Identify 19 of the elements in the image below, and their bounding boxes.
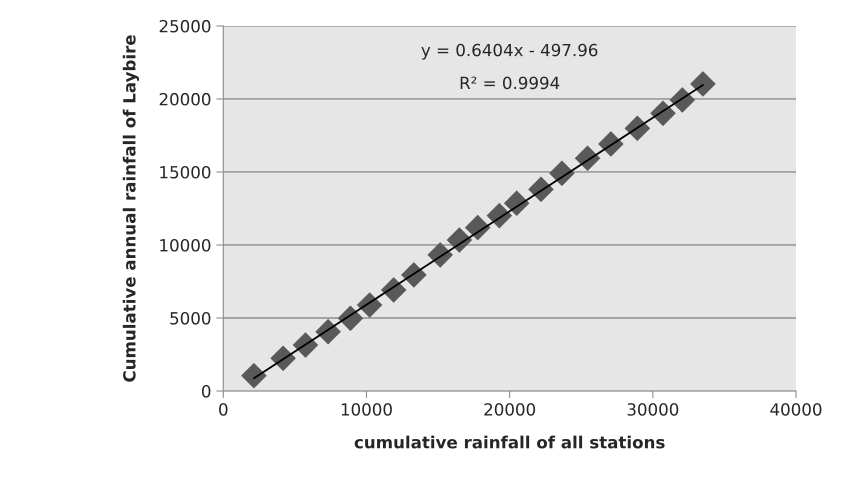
- point: [241, 362, 267, 388]
- y-tick-label: 20000: [160, 92, 210, 106]
- x-axis-title: cumulative rainfall of all stations: [354, 436, 665, 449]
- y-tick-label: 5000: [170, 312, 210, 325]
- x-tick-label: 20000: [484, 403, 536, 416]
- point: [401, 262, 427, 288]
- x-tick-label: 10000: [342, 403, 392, 416]
- y-tick-label: 25000: [160, 20, 210, 33]
- y-tick-label: 10000: [160, 238, 210, 252]
- x-tick-label: 30000: [628, 403, 678, 416]
- x-tick-label: 0: [219, 403, 228, 416]
- x-tick-label: 40000: [770, 403, 822, 416]
- annotation: y = 0.6404x - 497.96: [421, 44, 598, 60]
- point: [690, 71, 716, 97]
- y-tick-label: 0: [202, 384, 210, 398]
- point: [338, 305, 364, 332]
- y-axis-title: Cumulative annual rainfall of Laybire: [122, 35, 140, 382]
- annotation: R² = 0.9994: [460, 76, 560, 90]
- y-tick-label: 15000: [160, 166, 210, 179]
